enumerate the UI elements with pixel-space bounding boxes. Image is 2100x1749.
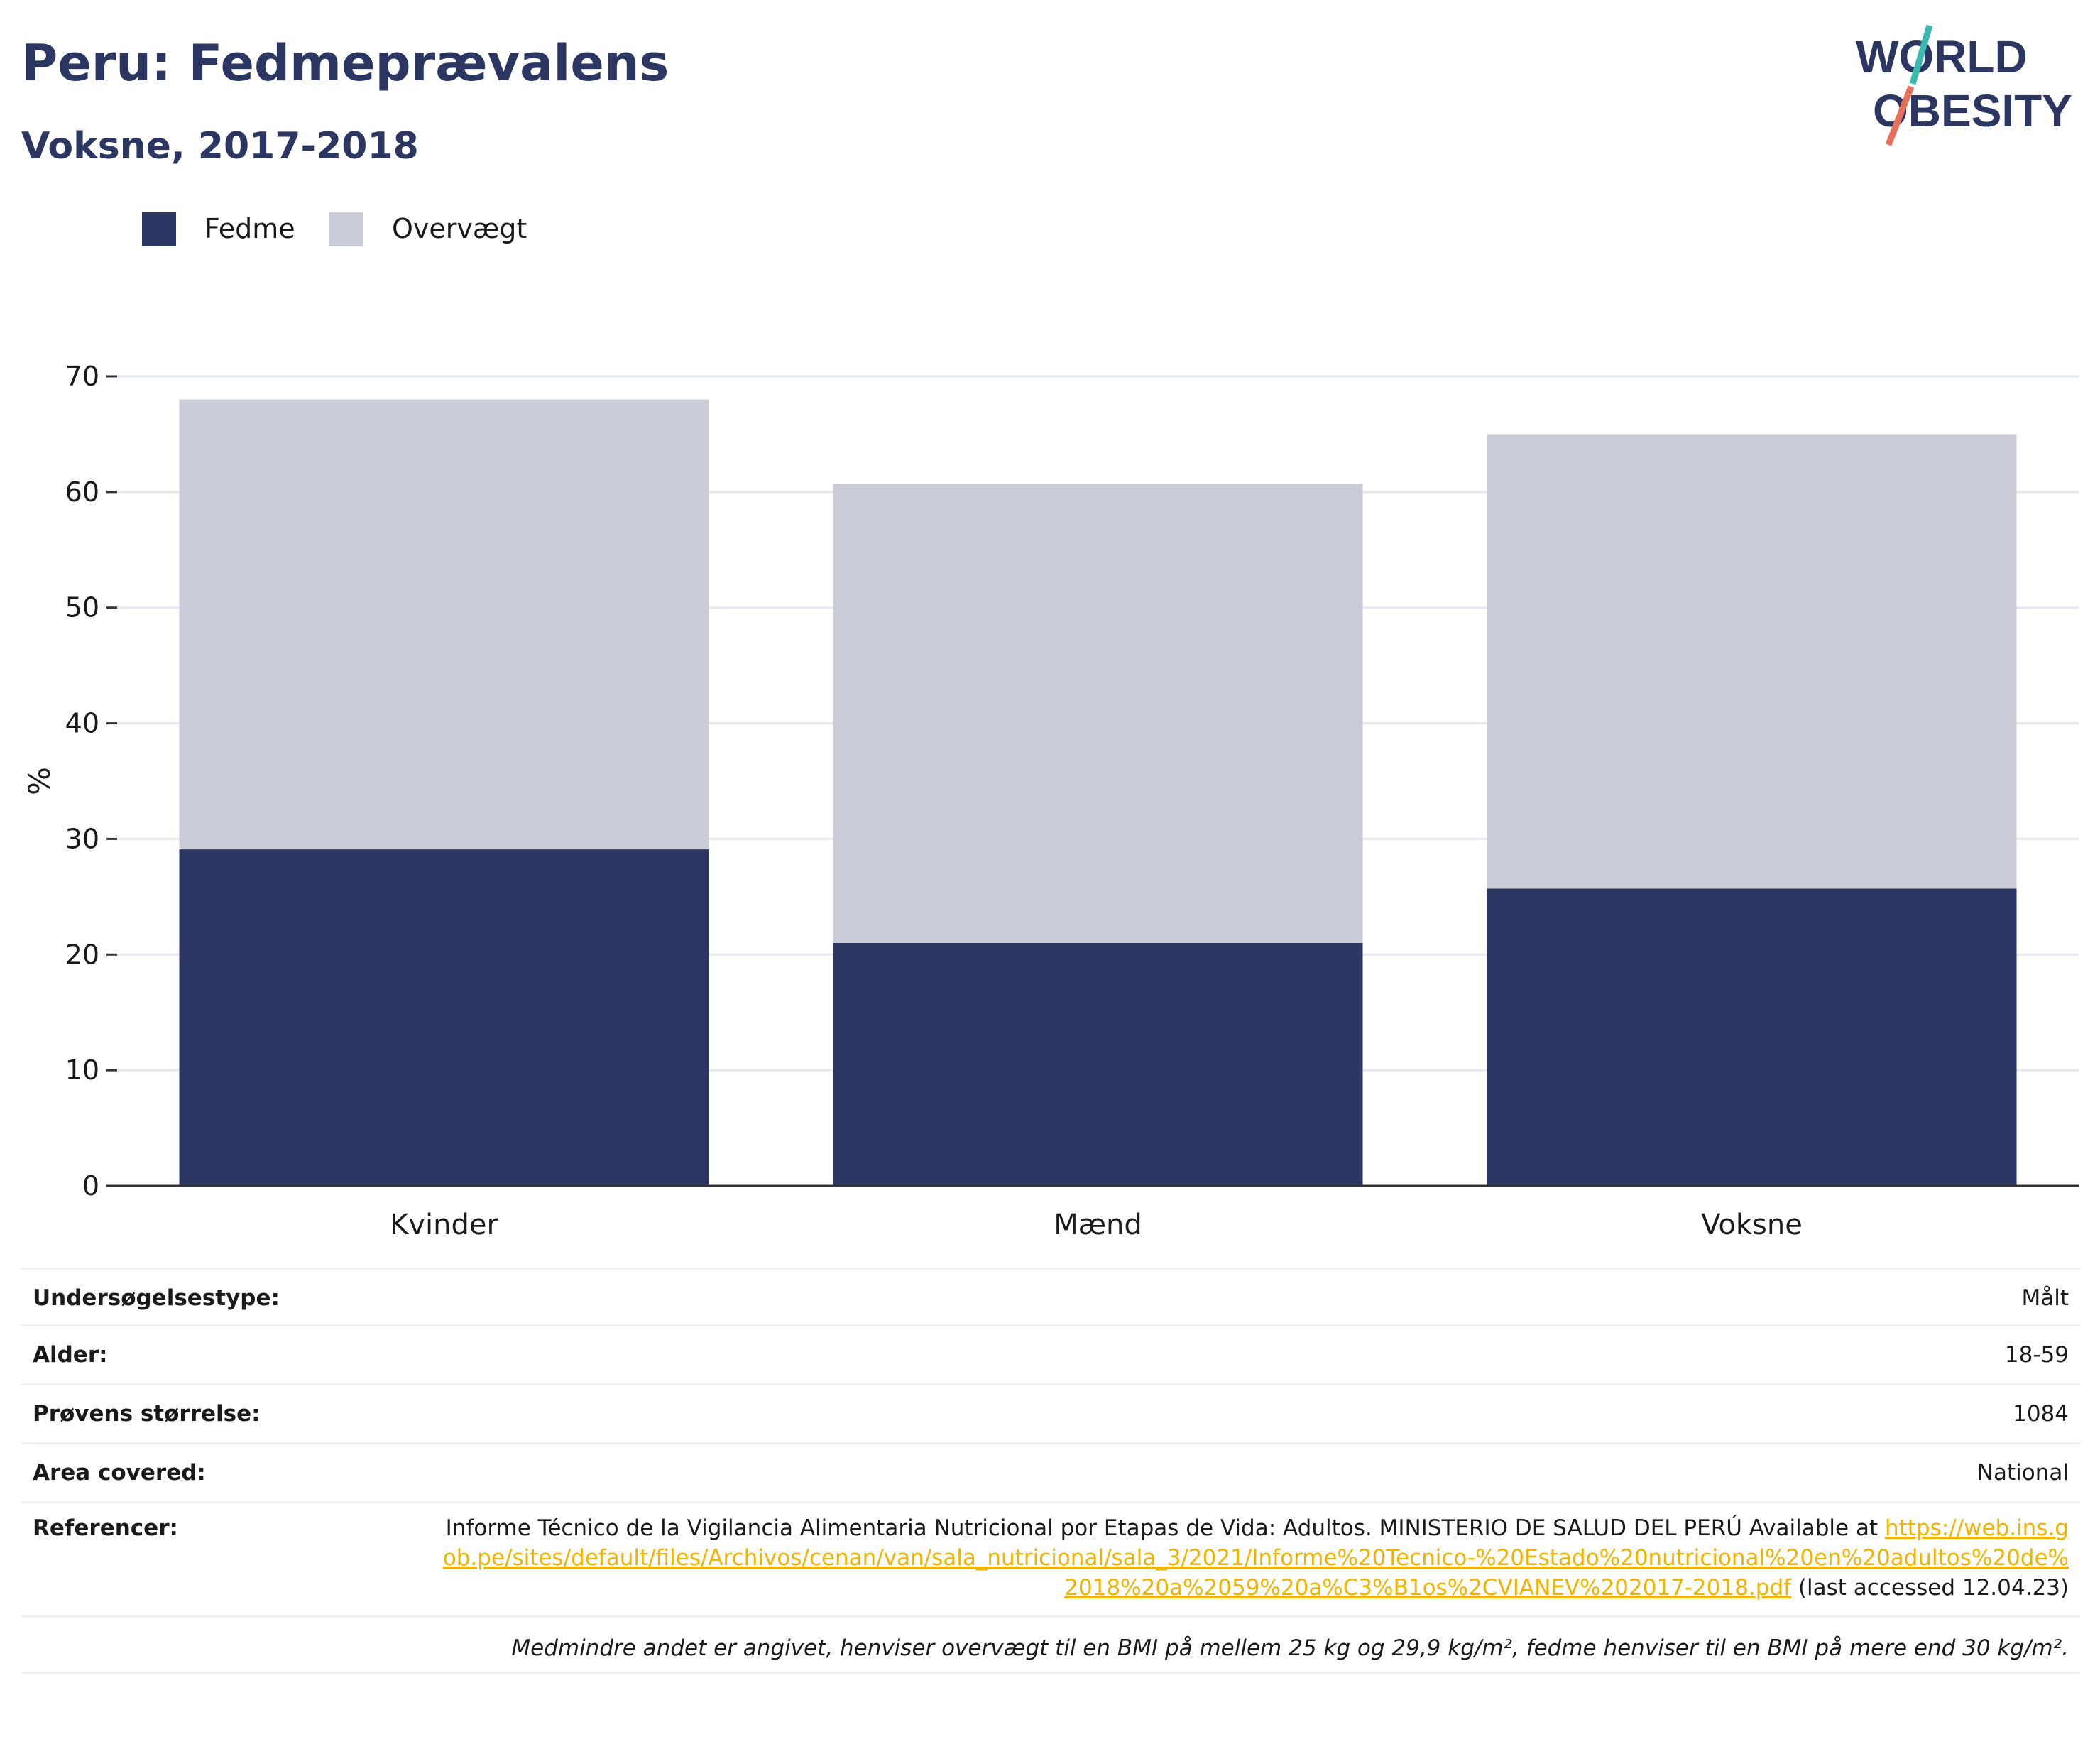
y-tick-label: 60: [65, 476, 99, 508]
references-value: Informe Técnico de la Vigilancia Aliment…: [436, 1503, 2069, 1615]
y-tick-label: 10: [65, 1055, 99, 1086]
logo-slash-coral: [1885, 85, 1915, 146]
age-value: 18-59: [2004, 1342, 2069, 1368]
info-row-age: Alder: 18-59: [21, 1326, 2080, 1385]
logo-slash-teal: [1909, 24, 1933, 85]
legend-label-overvaegt: Overvægt: [392, 213, 527, 244]
x-tick-label: Mænd: [1054, 1209, 1142, 1241]
survey-type-label: Undersøgelsestype:: [33, 1285, 280, 1311]
reference-access-note: (last accessed 12.04.23): [1791, 1575, 2069, 1601]
y-tick-label: 20: [65, 939, 99, 970]
info-row-area: Area covered: National: [21, 1444, 2080, 1503]
y-tick-label: 70: [65, 361, 99, 392]
legend-swatch-fedme: [142, 212, 176, 246]
bar-fedme[interactable]: [179, 849, 709, 1186]
bar-overvaegt[interactable]: [179, 399, 709, 850]
page-subtitle: Voksne, 2017-2018: [21, 125, 419, 168]
y-tick-label: 50: [65, 592, 99, 623]
x-tick-label: Kvinder: [390, 1209, 498, 1241]
y-axis-label: %: [22, 767, 57, 795]
y-tick-label: 40: [65, 708, 99, 739]
bar-overvaegt[interactable]: [833, 484, 1363, 943]
info-row-survey-type: Undersøgelsestype: Målt: [21, 1268, 2080, 1326]
logo-line1: WORLD: [1856, 31, 2028, 82]
survey-type-value: Målt: [2021, 1285, 2069, 1311]
references-label: Referencer:: [33, 1515, 178, 1541]
reference-text: Informe Técnico de la Vigilancia Aliment…: [445, 1515, 1885, 1541]
info-row-references: Referencer: Informe Técnico de la Vigila…: [21, 1503, 2080, 1618]
sample-size-label: Prøvens størrelse:: [33, 1401, 261, 1427]
sample-size-value: 1084: [2013, 1401, 2069, 1427]
area-covered-label: Area covered:: [33, 1460, 206, 1486]
survey-info-table: Undersøgelsestype: Målt Alder: 18-59 Prø…: [21, 1268, 2080, 1674]
bmi-definition-note: Medmindre andet er angivet, henviser ove…: [21, 1618, 2080, 1674]
bar-overvaegt[interactable]: [1487, 434, 2017, 889]
bar-chart: 0 10 20 30 40 50 60 70% Kvinder Mænd Voksne: [22, 361, 2079, 1241]
bar-fedme[interactable]: [1487, 888, 2017, 1186]
age-label: Alder:: [33, 1342, 108, 1368]
legend-swatch-overvaegt: [329, 212, 363, 246]
reference-link[interactable]: https://web.ins.gob.pe/sites/default/fil…: [442, 1515, 2069, 1601]
legend-label-fedme: Fedme: [204, 213, 295, 244]
world-obesity-logo: WORLD OBESITY: [1856, 24, 2072, 146]
bar-fedme[interactable]: [833, 943, 1363, 1186]
y-tick-label: 0: [82, 1170, 99, 1202]
page-title: Peru: Fedmeprævalens: [21, 34, 669, 92]
y-tick-label: 30: [65, 823, 99, 854]
area-covered-value: National: [1976, 1460, 2069, 1486]
x-tick-label: Voksne: [1701, 1209, 1803, 1241]
info-row-sample-size: Prøvens størrelse: 1084: [21, 1385, 2080, 1444]
